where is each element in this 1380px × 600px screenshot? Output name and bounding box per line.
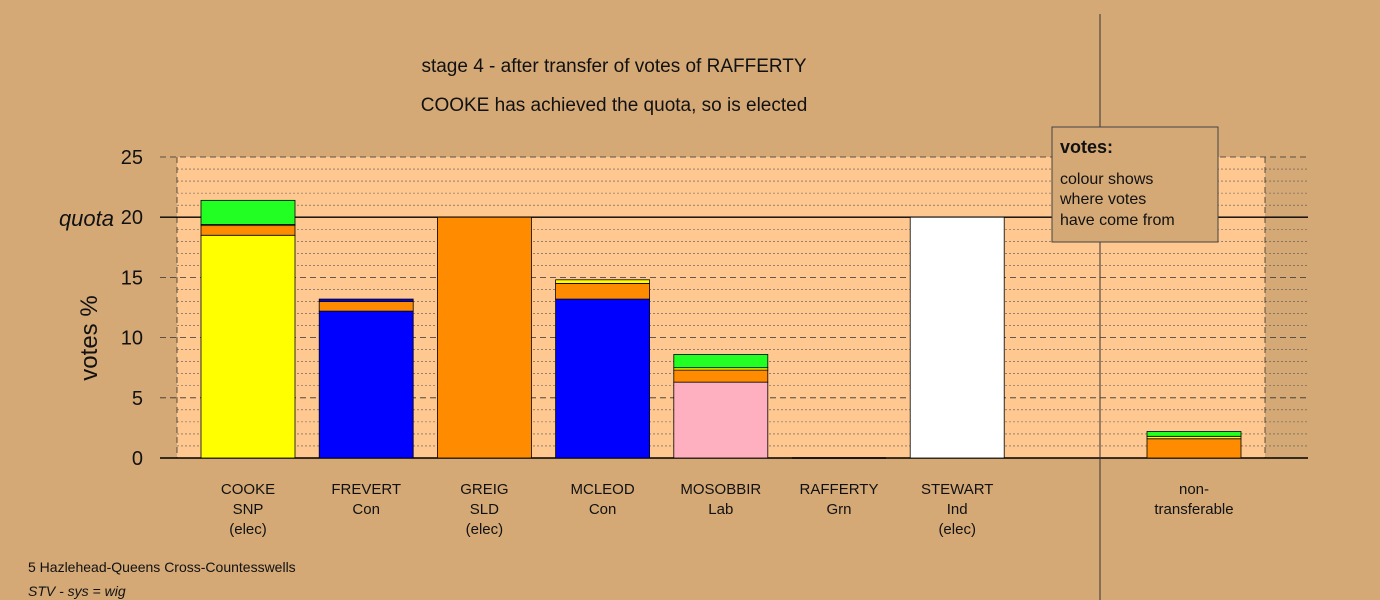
y-tick-label: 20 — [121, 207, 143, 229]
legend: votes: colour shows where votes have com… — [1051, 126, 1219, 243]
bars — [200, 199, 1242, 459]
x-tick-label: COOKE — [221, 481, 275, 498]
x-tick-label: SLD — [470, 501, 499, 518]
chart-title: stage 4 - after transfer of votes of RAF… — [421, 56, 806, 77]
bar-segment — [673, 369, 769, 383]
legend-line-3: have come from — [1060, 212, 1175, 229]
bar-segment — [909, 216, 1005, 459]
bar-segment — [318, 298, 414, 302]
legend-box — [1051, 126, 1219, 243]
bar-segment — [318, 310, 414, 459]
x-tick-label: non- — [1179, 481, 1209, 498]
x-tick-label: FREVERT — [331, 481, 401, 498]
y-axis: 0 5 10 15 20 25 — [121, 147, 143, 470]
legend-line-2: where votes — [1059, 191, 1146, 208]
ward-name: 5 Hazlehead-Queens Cross-Countesswells — [28, 559, 296, 575]
y-axis-title: votes % — [76, 295, 103, 380]
bar-segment — [555, 283, 650, 300]
y-tick-label: 0 — [132, 448, 143, 470]
bar-segment — [200, 234, 296, 459]
x-tick-label: Ind — [947, 501, 968, 518]
x-tick-label: (elec) — [229, 521, 267, 538]
x-axis-labels: COOKE SNP (elec) FREVERT Con GREIG SLD (elec) MC… — [221, 481, 1234, 538]
y-tick-label: 25 — [121, 147, 143, 169]
bar-segment — [200, 225, 296, 236]
voting-system: STV - sys = wig — [28, 583, 126, 599]
y-tick-label: 10 — [121, 328, 143, 350]
x-tick-label: Lab — [708, 501, 733, 518]
bar-segment — [436, 216, 532, 459]
x-tick-label: RAFFERTY — [800, 481, 879, 498]
quota-label: quota — [59, 206, 114, 231]
x-tick-label: SNP — [233, 501, 264, 518]
legend-line-1: colour shows — [1060, 171, 1153, 188]
x-tick-label: Grn — [826, 501, 851, 518]
bar-segment — [555, 298, 650, 459]
bar-segment — [200, 199, 296, 225]
chart-subtitle: COOKE has achieved the quota, so is elec… — [421, 95, 808, 116]
x-tick-label: STEWART — [921, 481, 994, 498]
bar-segment — [673, 381, 769, 459]
x-tick-label: (elec) — [466, 521, 504, 538]
bar-segment — [1146, 431, 1242, 437]
bar-segment — [1146, 438, 1242, 459]
y-tick-label: 5 — [132, 388, 143, 410]
x-tick-label: Con — [352, 501, 380, 518]
bar-segment — [555, 279, 650, 284]
bar-segment — [318, 301, 414, 312]
x-tick-label: GREIG — [460, 481, 508, 498]
x-tick-label: (elec) — [938, 521, 976, 538]
legend-title: votes: — [1060, 137, 1113, 157]
y-tick-label: 15 — [121, 267, 143, 289]
x-tick-label: transferable — [1154, 501, 1233, 518]
bar-segment — [673, 354, 769, 369]
x-tick-label: MOSOBBIR — [680, 481, 761, 498]
x-tick-label: Con — [589, 501, 617, 518]
x-tick-label: MCLEOD — [571, 481, 635, 498]
